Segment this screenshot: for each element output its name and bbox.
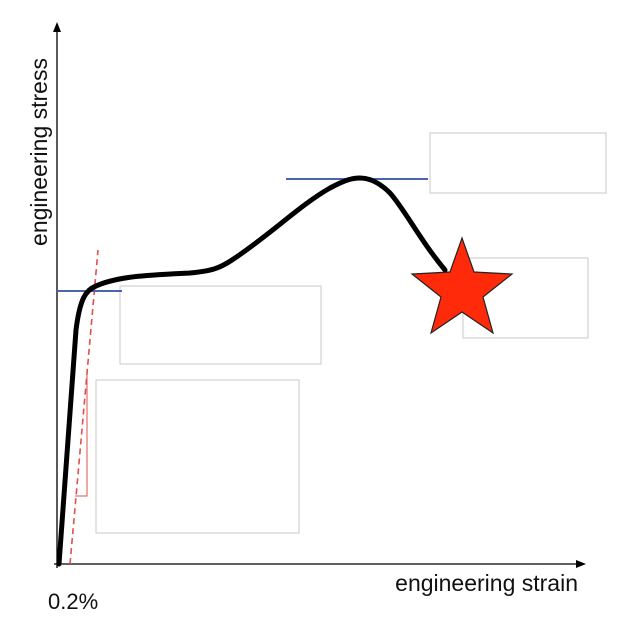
offset-tick-label: 0.2%	[48, 589, 98, 614]
slope-indicator	[75, 370, 88, 497]
y-axis-label: engineering stress	[26, 58, 52, 246]
offset-line	[69, 249, 99, 565]
x-axis-arrowhead	[576, 560, 586, 568]
y-axis-arrowhead	[53, 22, 61, 32]
axes	[53, 22, 586, 568]
answer-box-middle[interactable]	[119, 285, 322, 365]
answer-box-lower[interactable]	[95, 379, 300, 534]
star-icon	[410, 236, 514, 335]
stress-strain-curve	[56, 175, 448, 567]
answer-box-top-right[interactable]	[429, 132, 607, 194]
x-axis-label: engineering strain	[395, 570, 578, 596]
answer-boxes	[95, 132, 607, 534]
